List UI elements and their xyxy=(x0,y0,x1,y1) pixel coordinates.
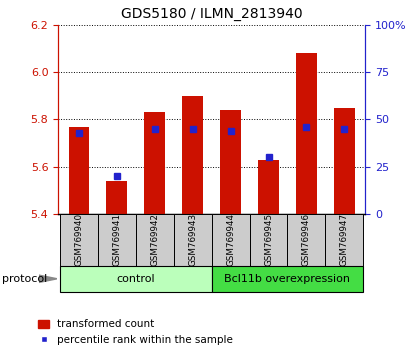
Bar xyxy=(60,214,98,266)
Text: GSM769945: GSM769945 xyxy=(264,213,273,267)
Text: GSM769942: GSM769942 xyxy=(150,213,159,266)
Text: GSM769947: GSM769947 xyxy=(340,213,349,267)
Bar xyxy=(212,266,363,292)
Bar xyxy=(325,214,363,266)
Title: GDS5180 / ILMN_2813940: GDS5180 / ILMN_2813940 xyxy=(121,7,303,21)
Legend: transformed count, percentile rank within the sample: transformed count, percentile rank withi… xyxy=(34,315,237,349)
Bar xyxy=(106,181,127,214)
Bar xyxy=(68,127,89,214)
Bar xyxy=(60,266,212,292)
Bar xyxy=(258,160,279,214)
Text: GSM769946: GSM769946 xyxy=(302,213,311,266)
Text: GSM769941: GSM769941 xyxy=(112,213,121,266)
Bar xyxy=(174,214,212,266)
Bar xyxy=(98,214,136,266)
Bar xyxy=(249,214,288,266)
Bar xyxy=(334,108,355,214)
Bar xyxy=(144,112,165,214)
Bar xyxy=(212,214,249,266)
Text: protocol: protocol xyxy=(2,274,47,284)
Bar xyxy=(136,214,174,266)
Polygon shape xyxy=(39,275,57,282)
Bar xyxy=(182,96,203,214)
Bar xyxy=(296,53,317,214)
Text: control: control xyxy=(117,274,155,284)
Bar xyxy=(288,214,325,266)
Text: GSM769944: GSM769944 xyxy=(226,213,235,266)
Text: GSM769940: GSM769940 xyxy=(74,213,83,267)
Text: Bcl11b overexpression: Bcl11b overexpression xyxy=(225,274,351,284)
Bar xyxy=(220,110,241,214)
Text: GSM769943: GSM769943 xyxy=(188,213,197,267)
